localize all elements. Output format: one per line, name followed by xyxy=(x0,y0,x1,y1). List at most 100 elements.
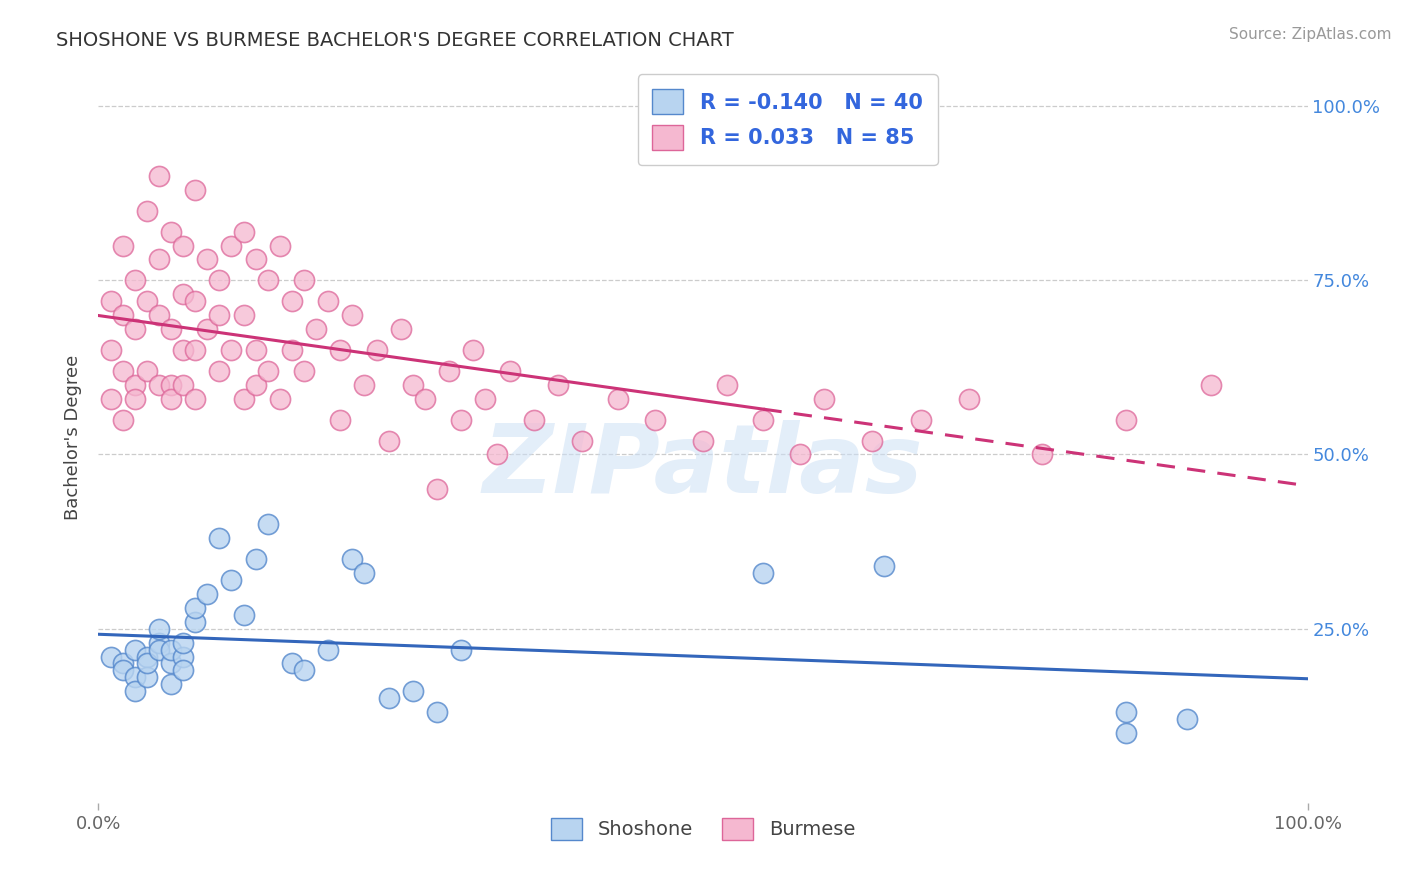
Point xyxy=(692,434,714,448)
Point xyxy=(232,607,254,622)
Point xyxy=(1115,726,1137,740)
Point xyxy=(148,169,170,183)
Point xyxy=(160,677,183,691)
Point xyxy=(245,252,267,267)
Point xyxy=(305,322,328,336)
Point xyxy=(426,483,449,497)
Point xyxy=(644,412,666,426)
Point xyxy=(124,392,146,406)
Text: ZIPatlas: ZIPatlas xyxy=(482,420,924,513)
Point xyxy=(329,412,352,426)
Y-axis label: Bachelor's Degree: Bachelor's Degree xyxy=(65,354,83,520)
Point xyxy=(789,448,811,462)
Point xyxy=(716,377,738,392)
Point xyxy=(1175,712,1198,726)
Point xyxy=(124,377,146,392)
Text: SHOSHONE VS BURMESE BACHELOR'S DEGREE CORRELATION CHART: SHOSHONE VS BURMESE BACHELOR'S DEGREE CO… xyxy=(56,31,734,50)
Point xyxy=(124,322,146,336)
Point xyxy=(135,203,157,218)
Point xyxy=(437,364,460,378)
Point xyxy=(910,412,932,426)
Point xyxy=(221,238,243,252)
Point xyxy=(547,377,569,392)
Point xyxy=(256,364,278,378)
Point xyxy=(172,377,194,392)
Point xyxy=(353,566,375,580)
Point xyxy=(184,615,207,629)
Point xyxy=(124,642,146,657)
Point xyxy=(450,642,472,657)
Point xyxy=(450,412,472,426)
Point xyxy=(389,322,412,336)
Point xyxy=(195,252,218,267)
Point xyxy=(245,343,267,357)
Point xyxy=(100,294,122,309)
Point xyxy=(957,392,980,406)
Point xyxy=(100,392,122,406)
Point xyxy=(426,705,449,719)
Point xyxy=(148,252,170,267)
Point xyxy=(135,649,157,664)
Point xyxy=(208,364,231,378)
Point xyxy=(1115,412,1137,426)
Point xyxy=(111,364,134,378)
Point xyxy=(184,600,207,615)
Point xyxy=(111,308,134,322)
Point xyxy=(752,412,775,426)
Point xyxy=(135,670,157,684)
Point xyxy=(232,392,254,406)
Point xyxy=(232,308,254,322)
Point xyxy=(160,322,183,336)
Point xyxy=(813,392,835,406)
Point xyxy=(111,664,134,678)
Point xyxy=(474,392,496,406)
Point xyxy=(135,364,157,378)
Point xyxy=(752,566,775,580)
Point xyxy=(160,392,183,406)
Point xyxy=(256,273,278,287)
Point xyxy=(463,343,485,357)
Point xyxy=(172,343,194,357)
Point xyxy=(342,308,364,322)
Point xyxy=(208,273,231,287)
Legend: Shoshone, Burmese: Shoshone, Burmese xyxy=(543,810,863,848)
Point xyxy=(413,392,436,406)
Point xyxy=(100,343,122,357)
Point xyxy=(256,517,278,532)
Point xyxy=(160,642,183,657)
Point xyxy=(1031,448,1053,462)
Point xyxy=(316,294,339,309)
Point xyxy=(184,392,207,406)
Point xyxy=(269,392,291,406)
Point xyxy=(172,635,194,649)
Point xyxy=(172,649,194,664)
Point xyxy=(232,225,254,239)
Point xyxy=(135,657,157,671)
Point xyxy=(195,322,218,336)
Point xyxy=(148,308,170,322)
Point xyxy=(124,670,146,684)
Point xyxy=(1115,705,1137,719)
Point xyxy=(281,343,304,357)
Point xyxy=(873,558,896,573)
Point xyxy=(111,412,134,426)
Point xyxy=(135,294,157,309)
Point xyxy=(292,364,315,378)
Point xyxy=(100,649,122,664)
Point xyxy=(208,308,231,322)
Point xyxy=(342,552,364,566)
Point xyxy=(172,238,194,252)
Point xyxy=(124,273,146,287)
Point xyxy=(523,412,546,426)
Point xyxy=(172,664,194,678)
Point xyxy=(221,343,243,357)
Point xyxy=(402,684,425,698)
Point xyxy=(607,392,630,406)
Point xyxy=(377,691,399,706)
Point xyxy=(124,684,146,698)
Point xyxy=(221,573,243,587)
Point xyxy=(148,642,170,657)
Point xyxy=(184,294,207,309)
Point xyxy=(571,434,593,448)
Point xyxy=(281,657,304,671)
